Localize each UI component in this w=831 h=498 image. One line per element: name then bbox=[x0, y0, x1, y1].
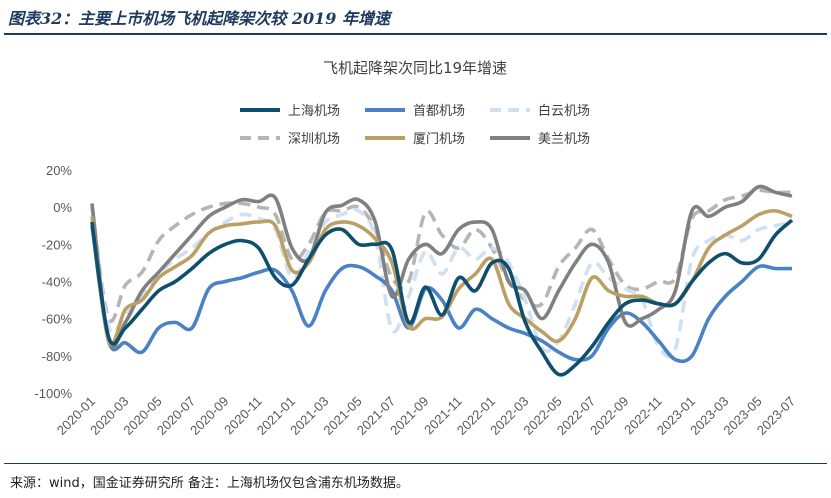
series-line bbox=[90, 188, 793, 324]
y-tick-label: -100% bbox=[34, 386, 72, 401]
y-tick-label: -80% bbox=[42, 349, 73, 364]
legend-label: 美兰机场 bbox=[538, 132, 590, 147]
y-axis: 20% 0% -20% -40% -60% -80% -100% bbox=[34, 163, 72, 401]
y-tick-label: 0% bbox=[53, 200, 72, 215]
legend-label: 上海机场 bbox=[288, 104, 340, 119]
y-tick-label: -60% bbox=[42, 312, 73, 327]
source-divider bbox=[4, 463, 827, 464]
legend-label: 首都机场 bbox=[413, 104, 465, 119]
source-note: 来源：wind，国金证券研究所 备注：上海机场仅包含浦东机场数据。 bbox=[10, 476, 409, 491]
plot-area bbox=[90, 184, 794, 377]
figure-title: 图表32：主要上市机场飞机起降架次较 2019 年增速 bbox=[8, 9, 390, 28]
chart-title: 飞机起降架次同比19年增速 bbox=[323, 59, 507, 77]
series-line bbox=[90, 218, 794, 377]
series-line bbox=[90, 225, 793, 364]
legend-label: 白云机场 bbox=[538, 103, 590, 119]
series-line bbox=[90, 206, 793, 359]
y-tick-label: -20% bbox=[42, 237, 73, 252]
legend-label: 深圳机场 bbox=[288, 132, 340, 147]
title-divider bbox=[4, 33, 827, 35]
series-line bbox=[90, 184, 793, 350]
y-tick-label: 20% bbox=[46, 163, 72, 178]
x-axis: 2020-012020-032020-052020-072020-092020-… bbox=[54, 394, 798, 438]
legend-label: 厦门机场 bbox=[413, 132, 465, 147]
y-tick-label: -40% bbox=[42, 275, 73, 290]
